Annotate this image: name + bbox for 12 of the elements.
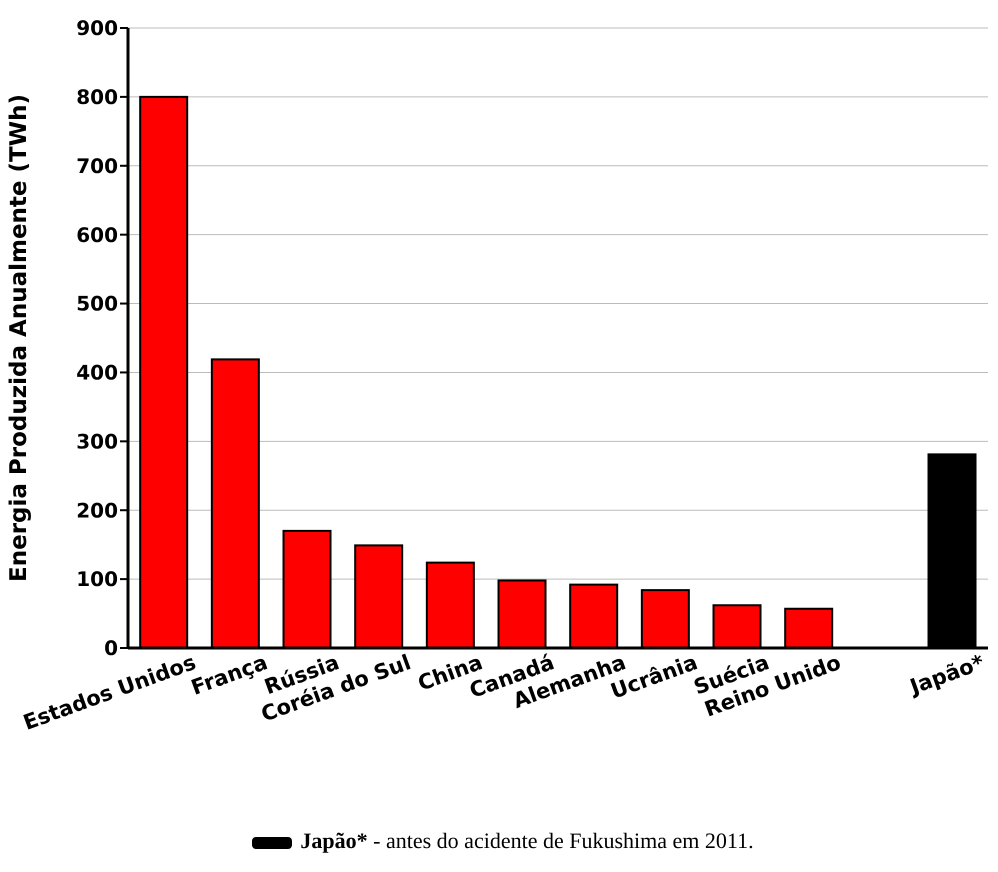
y-tick-label: 400: [76, 360, 118, 385]
y-tick-label: 500: [76, 292, 118, 316]
y-tick-label: 800: [76, 84, 118, 109]
y-axis-title: Energia Produzida Anualmente (TWh): [6, 94, 32, 582]
y-tick-label: 200: [76, 498, 118, 522]
y-tick-label: 900: [76, 16, 118, 40]
y-tick-label: 0: [104, 636, 118, 660]
text: Japão* - antes do acidente de Fukushima em 2011.: [300, 828, 754, 853]
y-tick-label: 300: [76, 429, 118, 454]
y-tick-label: 700: [76, 154, 118, 178]
y-tick-label: 600: [76, 222, 118, 247]
y-tick-label: 100: [76, 567, 118, 592]
